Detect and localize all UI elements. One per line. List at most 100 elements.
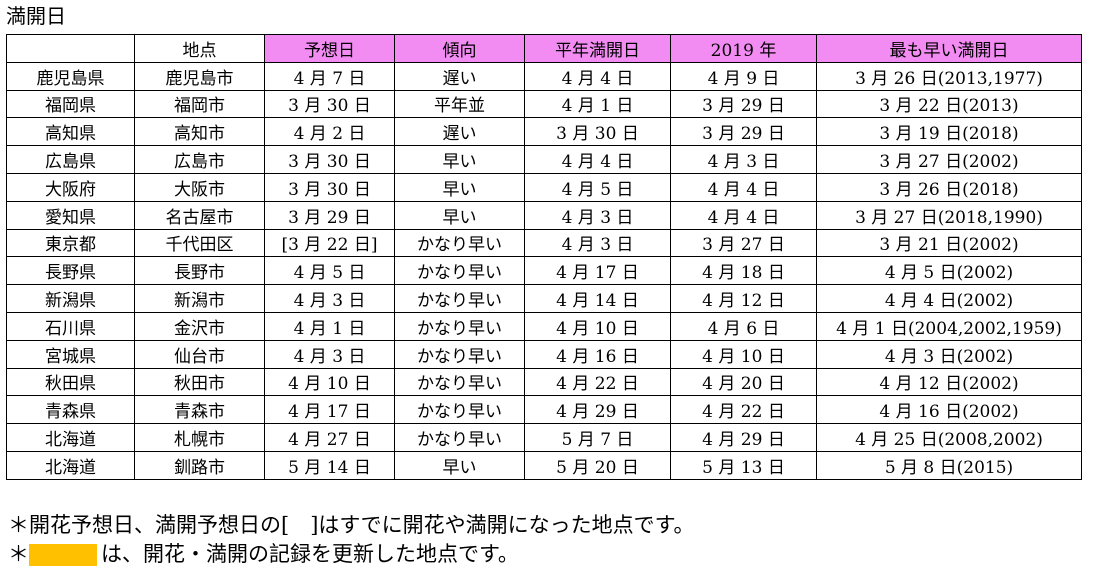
notes: ＊開花予想日、満開予想日の[ ]はすでに開花や満開になった地点です。 ＊ は、開…	[8, 511, 695, 569]
location-cell: 千代田区	[134, 228, 265, 258]
earliest-date-cell: 3 月 27 日(2002)	[816, 145, 1082, 174]
normal-date-cell: 4 月 22 日	[524, 367, 671, 397]
prefecture-cell: 福岡県	[6, 89, 135, 119]
prefecture-cell: 愛知県	[6, 200, 135, 230]
year-2019-cell: 5 月 13 日	[670, 450, 817, 480]
trend-cell: かなり早い	[394, 395, 525, 425]
year-2019-cell: 3 月 27 日	[670, 228, 817, 258]
trend-cell: 早い	[394, 172, 525, 202]
forecast-date-cell: 5 月 14 日	[264, 450, 395, 480]
trend-cell: かなり早い	[394, 256, 525, 286]
earliest-date-cell: 4 月 5 日(2002)	[816, 256, 1082, 286]
year-2019-cell: 4 月 12 日	[670, 284, 817, 313]
forecast-date-cell: 3 月 30 日	[264, 172, 395, 202]
note-record-text: は、開花・満開の記録を更新した地点です。	[101, 542, 519, 566]
forecast-date-cell: 4 月 3 日	[264, 339, 395, 369]
note-bracket: ＊開花予想日、満開予想日の[ ]はすでに開花や満開になった地点です。	[8, 511, 695, 540]
location-cell: 鹿児島市	[134, 61, 265, 91]
earliest-date-cell: 3 月 22 日(2013)	[816, 89, 1082, 119]
trend-cell: かなり早い	[394, 339, 525, 369]
prefecture-cell: 新潟県	[6, 284, 135, 313]
header-trend: 傾向	[394, 34, 525, 63]
location-cell: 釧路市	[134, 450, 265, 480]
earliest-date-cell: 4 月 25 日(2008,2002)	[816, 423, 1082, 452]
year-2019-cell: 4 月 4 日	[670, 172, 817, 202]
note-record: ＊ は、開花・満開の記録を更新した地点です。	[8, 540, 695, 569]
normal-date-cell: 4 月 10 日	[524, 311, 671, 341]
normal-date-cell: 4 月 14 日	[524, 284, 671, 313]
trend-cell: 早い	[394, 145, 525, 174]
year-2019-cell: 3 月 29 日	[670, 89, 817, 119]
year-2019-cell: 3 月 29 日	[670, 117, 817, 147]
location-cell: 新潟市	[134, 284, 265, 313]
forecast-date-cell: 3 月 30 日	[264, 145, 395, 174]
normal-date-cell: 4 月 4 日	[524, 61, 671, 91]
earliest-date-cell: 4 月 1 日(2004,2002,1959)	[816, 311, 1082, 341]
earliest-date-cell: 3 月 26 日(2018)	[816, 172, 1082, 202]
bloom-table: 地点 予想日 傾向 平年満開日 2019 年 最も早い満開日 鹿児島県 鹿児島市 4…	[6, 34, 1082, 480]
prefecture-cell: 青森県	[6, 395, 135, 425]
location-cell: 金沢市	[134, 311, 265, 341]
earliest-date-cell: 4 月 3 日(2002)	[816, 339, 1082, 369]
header-earliest-full-bloom: 最も早い満開日	[816, 34, 1082, 63]
normal-date-cell: 3 月 30 日	[524, 117, 671, 147]
prefecture-cell: 東京都	[6, 228, 135, 258]
note-record-prefix: ＊	[8, 542, 29, 566]
earliest-date-cell: 3 月 27 日(2018,1990)	[816, 200, 1082, 230]
header-forecast-date: 予想日	[264, 34, 395, 63]
year-2019-cell: 4 月 22 日	[670, 395, 817, 425]
forecast-date-cell: 3 月 29 日	[264, 200, 395, 230]
location-cell: 福岡市	[134, 89, 265, 119]
record-color-swatch	[29, 543, 97, 566]
earliest-date-cell: 4 月 4 日(2002)	[816, 284, 1082, 313]
normal-date-cell: 4 月 3 日	[524, 228, 671, 258]
forecast-date-cell: 4 月 17 日	[264, 395, 395, 425]
location-cell: 大阪市	[134, 172, 265, 202]
forecast-date-cell: [3 月 22 日]	[264, 228, 395, 258]
forecast-date-cell: 4 月 1 日	[264, 311, 395, 341]
trend-cell: 遅い	[394, 61, 525, 91]
forecast-date-cell: 4 月 27 日	[264, 423, 395, 452]
trend-cell: かなり早い	[394, 311, 525, 341]
earliest-date-cell: 4 月 16 日(2002)	[816, 395, 1082, 425]
earliest-date-cell: 3 月 26 日(2013,1977)	[816, 61, 1082, 91]
prefecture-cell: 宮城県	[6, 339, 135, 369]
location-cell: 秋田市	[134, 367, 265, 397]
year-2019-cell: 4 月 6 日	[670, 311, 817, 341]
location-cell: 長野市	[134, 256, 265, 286]
header-row: 地点 予想日 傾向 平年満開日 2019 年 最も早い満開日	[6, 34, 1082, 63]
normal-date-cell: 4 月 5 日	[524, 172, 671, 202]
note-bracket-text: ＊開花予想日、満開予想日の[ ]はすでに開花や満開になった地点です。	[8, 513, 695, 537]
normal-date-cell: 4 月 17 日	[524, 256, 671, 286]
location-cell: 名古屋市	[134, 200, 265, 230]
trend-cell: 早い	[394, 200, 525, 230]
forecast-date-cell: 4 月 5 日	[264, 256, 395, 286]
year-2019-cell: 4 月 4 日	[670, 200, 817, 230]
prefecture-cell: 鹿児島県	[6, 61, 135, 91]
prefecture-cell: 石川県	[6, 311, 135, 341]
location-cell: 広島市	[134, 145, 265, 174]
normal-date-cell: 5 月 7 日	[524, 423, 671, 452]
forecast-date-cell: 4 月 2 日	[264, 117, 395, 147]
header-2019: 2019 年	[670, 34, 817, 63]
normal-date-cell: 4 月 3 日	[524, 200, 671, 230]
year-2019-cell: 4 月 29 日	[670, 423, 817, 452]
year-2019-cell: 4 月 18 日	[670, 256, 817, 286]
trend-cell: 遅い	[394, 117, 525, 147]
header-prefecture	[6, 34, 135, 63]
prefecture-cell: 大阪府	[6, 172, 135, 202]
trend-cell: かなり早い	[394, 228, 525, 258]
prefecture-cell: 秋田県	[6, 367, 135, 397]
